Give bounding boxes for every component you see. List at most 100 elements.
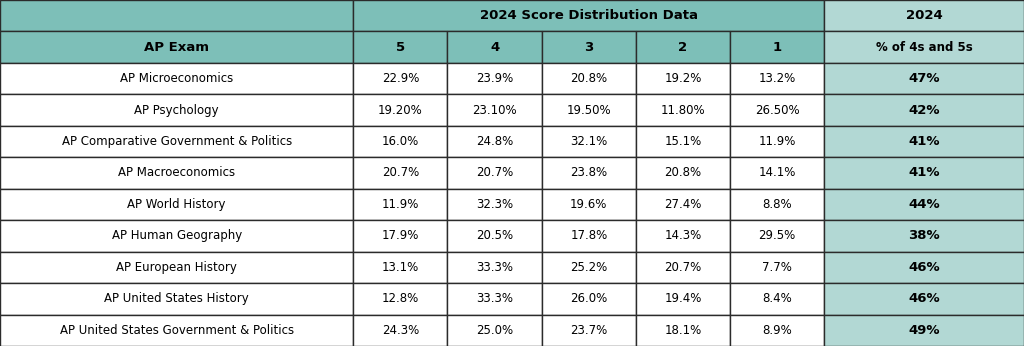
Text: 24.3%: 24.3% [382,324,419,337]
Bar [353,315,447,346]
Text: 33.3%: 33.3% [476,292,513,305]
Bar [824,31,1024,63]
Bar [636,31,730,63]
Text: 49%: 49% [908,324,940,337]
Text: 42%: 42% [908,103,940,117]
Text: AP United States History: AP United States History [104,292,249,305]
Text: 19.20%: 19.20% [378,103,423,117]
Bar [730,283,824,315]
Text: 5: 5 [396,41,404,54]
Bar [542,315,636,346]
Text: 11.9%: 11.9% [759,135,796,148]
Text: 18.1%: 18.1% [665,324,701,337]
Bar [636,220,730,252]
Text: 8.9%: 8.9% [762,324,793,337]
Text: 20.7%: 20.7% [382,166,419,180]
Bar [824,283,1024,315]
Text: 19.50%: 19.50% [566,103,611,117]
Bar [447,126,542,157]
Text: AP World History: AP World History [127,198,226,211]
Text: 11.80%: 11.80% [660,103,706,117]
Bar [730,63,824,94]
Bar [353,157,447,189]
Text: 44%: 44% [908,198,940,211]
Text: 46%: 46% [908,261,940,274]
Text: 20.8%: 20.8% [570,72,607,85]
Text: 27.4%: 27.4% [665,198,701,211]
Bar [730,31,824,63]
Text: AP European History: AP European History [116,261,238,274]
Bar [447,252,542,283]
Text: 26.0%: 26.0% [570,292,607,305]
Text: 14.1%: 14.1% [759,166,796,180]
Text: 38%: 38% [908,229,940,243]
Text: 20.7%: 20.7% [665,261,701,274]
Bar [542,189,636,220]
Bar [824,220,1024,252]
Bar [824,315,1024,346]
Bar [0,94,353,126]
Bar [730,126,824,157]
Bar [353,0,824,31]
Bar [636,315,730,346]
Bar [824,126,1024,157]
Bar [447,189,542,220]
Text: 33.3%: 33.3% [476,261,513,274]
Text: AP Macroeconomics: AP Macroeconomics [118,166,236,180]
Text: 19.2%: 19.2% [665,72,701,85]
Text: 25.2%: 25.2% [570,261,607,274]
Text: 12.8%: 12.8% [382,292,419,305]
Bar [447,94,542,126]
Text: % of 4s and 5s: % of 4s and 5s [876,41,973,54]
Text: 16.0%: 16.0% [382,135,419,148]
Bar [824,252,1024,283]
Text: AP Exam: AP Exam [144,41,209,54]
Text: 4: 4 [489,41,500,54]
Bar [824,63,1024,94]
Bar [636,189,730,220]
Bar [542,220,636,252]
Text: 17.8%: 17.8% [570,229,607,243]
Text: 19.4%: 19.4% [665,292,701,305]
Text: 23.10%: 23.10% [472,103,517,117]
Text: AP Psychology: AP Psychology [134,103,219,117]
Bar [0,157,353,189]
Bar [542,31,636,63]
Bar [353,63,447,94]
Text: 19.6%: 19.6% [570,198,607,211]
Bar [636,252,730,283]
Text: 2024 Score Distribution Data: 2024 Score Distribution Data [480,9,697,22]
Bar [542,63,636,94]
Text: 23.7%: 23.7% [570,324,607,337]
Text: 22.9%: 22.9% [382,72,419,85]
Text: 29.5%: 29.5% [759,229,796,243]
Bar [353,283,447,315]
Text: AP United States Government & Politics: AP United States Government & Politics [59,324,294,337]
Text: 8.4%: 8.4% [762,292,793,305]
Text: AP Microeconomics: AP Microeconomics [120,72,233,85]
Text: 13.1%: 13.1% [382,261,419,274]
Bar [730,252,824,283]
Bar [447,220,542,252]
Bar [636,63,730,94]
Bar [353,94,447,126]
Bar [730,189,824,220]
Text: 20.5%: 20.5% [476,229,513,243]
Bar [824,94,1024,126]
Bar [824,0,1024,31]
Bar [0,31,353,63]
Bar [824,189,1024,220]
Bar [447,283,542,315]
Text: 17.9%: 17.9% [382,229,419,243]
Bar [353,220,447,252]
Bar [0,315,353,346]
Bar [353,126,447,157]
Text: 2: 2 [679,41,687,54]
Bar [636,157,730,189]
Bar [353,31,447,63]
Bar [730,157,824,189]
Bar [636,283,730,315]
Bar [730,94,824,126]
Bar [730,315,824,346]
Text: 7.7%: 7.7% [762,261,793,274]
